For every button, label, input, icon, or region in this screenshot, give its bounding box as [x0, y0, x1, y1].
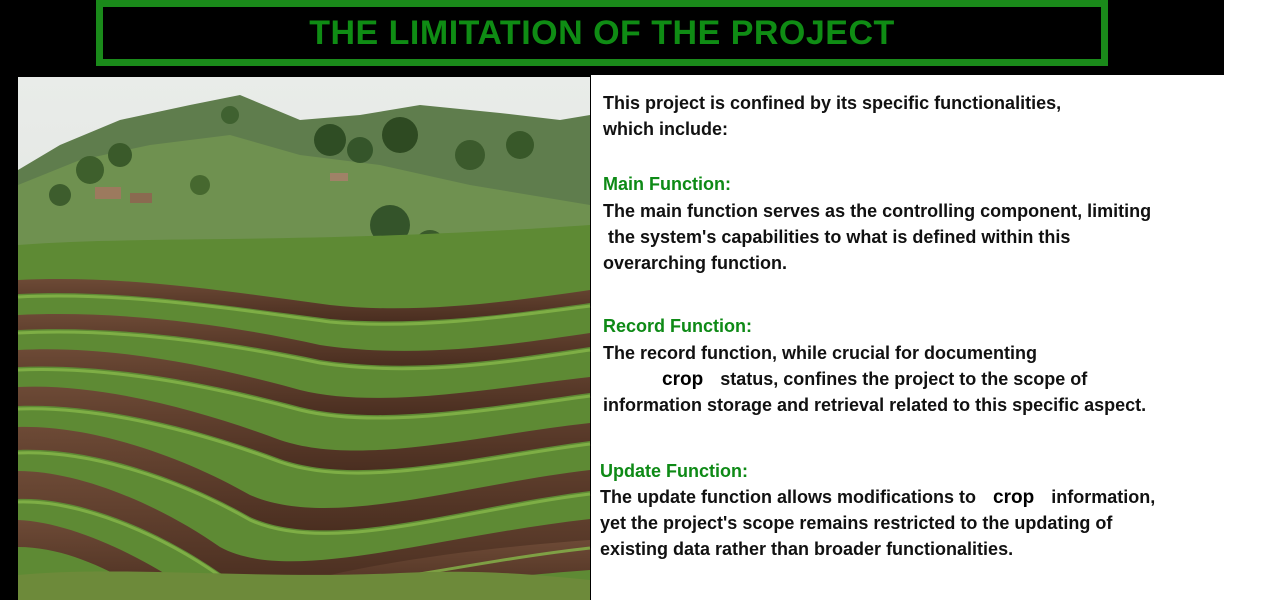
crop-word-chip: crop	[981, 485, 1047, 511]
update-function-line-3: existing data rather than broader functi…	[600, 539, 1014, 559]
title-frame: THE LIMITATION OF THE PROJECT	[96, 0, 1108, 66]
intro-line-1: This project is confined by its specific…	[603, 93, 1062, 113]
main-function-line-2: the system's capabilities to what is def…	[603, 227, 1071, 247]
main-function-heading: Main Function:	[603, 174, 731, 194]
update-function-line-2: yet the project's scope remains restrict…	[600, 513, 1113, 533]
header-band: THE LIMITATION OF THE PROJECT	[0, 0, 1224, 75]
record-function-heading: Record Function:	[603, 316, 752, 336]
crop-word-chip: crop	[650, 367, 716, 393]
record-function-line-3: information storage and retrieval relate…	[603, 395, 1147, 415]
update-function-line-1: The update function allows modifications…	[600, 484, 1155, 511]
intro-line-2: which include:	[603, 119, 729, 139]
update-function-line-1-before: The update function allows modifications…	[600, 487, 977, 507]
record-function-line-1: The record function, while crucial for d…	[603, 343, 1038, 363]
terraced-hills-photo	[0, 75, 591, 600]
update-function-heading: Update Function:	[600, 461, 748, 481]
record-function-line-2-text: status, confines the project to the scop…	[720, 369, 1088, 389]
main-function-line-1: The main function serves as the controll…	[603, 201, 1152, 221]
update-function-line-1-after: information,	[1051, 487, 1156, 507]
main-function-line-3: overarching function.	[603, 253, 788, 273]
page-title: THE LIMITATION OF THE PROJECT	[309, 13, 895, 52]
record-function-line-2: crop status, confines the project to the…	[650, 366, 1087, 393]
